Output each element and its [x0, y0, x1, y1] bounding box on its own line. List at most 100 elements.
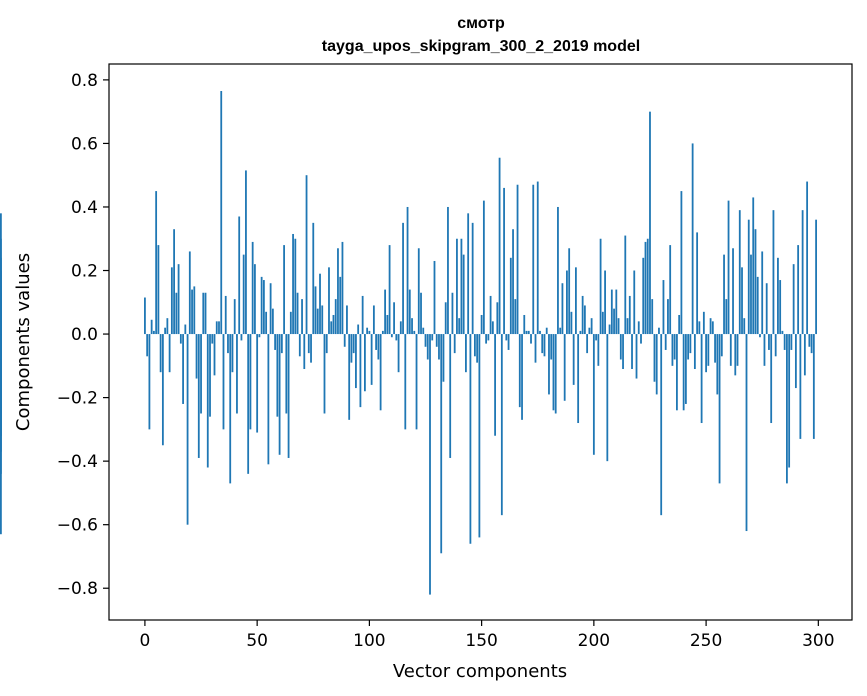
bar-component-286 [786, 334, 788, 484]
bar-component-29 [209, 334, 211, 417]
bar-component-108 [386, 314, 389, 335]
bar-component-151 [482, 200, 485, 335]
bar-component-124 [422, 327, 425, 335]
bar-component-75 [312, 222, 315, 335]
bar-component-60 [278, 334, 281, 455]
y-tick-label: 0.6 [71, 134, 98, 154]
bar-component-226 [651, 299, 654, 335]
bar-component-208 [610, 289, 613, 335]
bar-component-122 [417, 248, 420, 335]
bar-component-281 [774, 334, 777, 357]
bar-component-40 [233, 299, 236, 335]
bar-component-242 [687, 334, 690, 360]
bar-component-159 [500, 334, 503, 516]
x-tick-label: 0 [140, 631, 151, 651]
bar-component-225 [649, 111, 651, 335]
bar-component-46 [247, 334, 250, 474]
bar-component-244 [691, 143, 694, 335]
bar-component-undefined [0, 299, 2, 335]
bar-component-293 [801, 210, 804, 335]
bar-component-176 [539, 330, 541, 335]
bar-component-193 [577, 334, 580, 424]
bar-component-110 [390, 334, 393, 338]
bar-component-235 [671, 334, 674, 366]
bar-component-57 [271, 308, 274, 335]
x-tick-label: 150 [465, 631, 497, 651]
bar-component-37 [227, 334, 229, 354]
bar-component-177 [541, 334, 544, 354]
bar-component-49 [254, 264, 256, 335]
bar-component-234 [669, 245, 672, 335]
bar-component-195 [581, 295, 584, 335]
bar-component-261 [729, 334, 732, 366]
bar-component-279 [770, 334, 773, 424]
bar-component-87 [339, 276, 342, 335]
bar-component-157 [496, 302, 499, 335]
bar-component-23 [195, 334, 198, 379]
bar-component-125 [424, 334, 427, 347]
bar-component-219 [635, 334, 638, 379]
bar-component-252 [709, 318, 712, 335]
bar-component-22 [193, 286, 196, 335]
bar-component-undefined [0, 334, 2, 360]
bar-component-295 [806, 181, 809, 335]
bar-component-259 [725, 299, 728, 335]
bar-component-187 [563, 334, 566, 401]
bar-component-9 [164, 327, 167, 335]
bar-component-262 [732, 248, 734, 335]
bar-component-152 [485, 334, 488, 344]
bar-component-116 [404, 334, 407, 430]
bar-component-14 [175, 292, 178, 335]
bar-component-179 [545, 327, 548, 335]
bar-component-247 [698, 321, 701, 335]
bar-component-129 [433, 260, 436, 335]
bar-component-291 [797, 245, 800, 335]
bar-component-102 [372, 305, 375, 335]
bar-component-167 [518, 334, 521, 408]
bar-component-61 [280, 334, 283, 354]
bar-component-299 [815, 219, 817, 335]
bar-component-211 [617, 318, 620, 335]
bar-component-0 [144, 297, 146, 335]
bar-component-277 [765, 283, 768, 335]
bar-component-204 [601, 311, 604, 335]
bar-component-55 [267, 334, 270, 465]
bar-component-20 [188, 251, 191, 335]
bar-component-68 [296, 292, 299, 335]
bar-component-172 [530, 334, 532, 344]
chart-title: смотр [457, 15, 505, 32]
bar-component-12 [170, 267, 173, 335]
bar-component-86 [337, 248, 339, 335]
bar-component-169 [523, 314, 526, 335]
bar-component-241 [684, 334, 687, 404]
bar-component-28 [206, 334, 209, 468]
y-tick-label: 0.4 [71, 198, 98, 218]
bar-component-287 [788, 334, 791, 468]
bar-component-246 [696, 232, 699, 335]
bar-component-70 [301, 299, 303, 335]
y-tick-label: 0.8 [71, 71, 98, 91]
bar-component-213 [622, 334, 624, 370]
bar-component-249 [702, 311, 705, 335]
bar-component-174 [534, 334, 537, 363]
bar-component-128 [431, 334, 434, 341]
bar-component-134 [444, 302, 447, 335]
bar-component-121 [415, 334, 418, 430]
bar-component-188 [566, 270, 568, 335]
bar-component-170 [525, 330, 528, 335]
bar-component-227 [653, 334, 656, 382]
bar-component-272 [754, 229, 757, 335]
bar-component-48 [251, 241, 254, 335]
bar-component-131 [438, 334, 440, 360]
bar-component-147 [473, 334, 476, 357]
bar-component-10 [166, 318, 169, 335]
bar-component-264 [736, 334, 739, 366]
bar-component-undefined [0, 321, 2, 335]
bar-component-35 [222, 334, 225, 430]
bar-component-267 [743, 318, 746, 335]
bar-component-237 [676, 334, 678, 411]
bar-component-175 [536, 181, 539, 335]
bar-component-206 [606, 334, 609, 462]
bar-component-137 [451, 292, 454, 335]
bar-component-298 [812, 334, 815, 439]
